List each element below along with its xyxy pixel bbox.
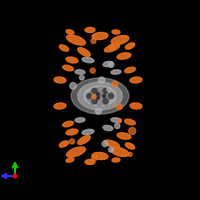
Ellipse shape — [63, 121, 73, 127]
Ellipse shape — [84, 86, 116, 106]
Ellipse shape — [78, 82, 122, 110]
Ellipse shape — [109, 147, 113, 152]
Ellipse shape — [102, 95, 106, 98]
Ellipse shape — [112, 30, 120, 34]
Ellipse shape — [109, 62, 114, 67]
Ellipse shape — [100, 89, 112, 96]
Ellipse shape — [79, 75, 84, 80]
Ellipse shape — [92, 99, 97, 104]
Ellipse shape — [104, 140, 120, 148]
Ellipse shape — [112, 81, 118, 87]
Ellipse shape — [96, 95, 104, 107]
Ellipse shape — [92, 32, 108, 40]
Ellipse shape — [66, 57, 78, 63]
Ellipse shape — [89, 89, 111, 103]
Ellipse shape — [13, 174, 17, 178]
Ellipse shape — [96, 93, 100, 96]
Ellipse shape — [87, 91, 97, 101]
Ellipse shape — [118, 119, 122, 123]
Ellipse shape — [94, 87, 106, 95]
Ellipse shape — [66, 30, 74, 34]
Ellipse shape — [90, 68, 95, 73]
Ellipse shape — [66, 158, 74, 162]
Ellipse shape — [104, 44, 120, 52]
Ellipse shape — [129, 127, 136, 134]
Ellipse shape — [103, 99, 108, 104]
Ellipse shape — [107, 88, 111, 92]
Ellipse shape — [71, 78, 129, 114]
Ellipse shape — [54, 103, 66, 109]
Ellipse shape — [78, 48, 90, 56]
Ellipse shape — [75, 118, 85, 122]
Ellipse shape — [75, 70, 85, 74]
Ellipse shape — [125, 119, 135, 125]
Ellipse shape — [111, 35, 129, 45]
Ellipse shape — [102, 141, 108, 147]
Ellipse shape — [103, 125, 113, 131]
Ellipse shape — [69, 139, 75, 144]
Ellipse shape — [102, 92, 114, 99]
Ellipse shape — [92, 88, 97, 93]
Ellipse shape — [59, 45, 69, 51]
Ellipse shape — [95, 108, 101, 114]
Ellipse shape — [63, 65, 73, 71]
Ellipse shape — [128, 152, 132, 156]
Ellipse shape — [111, 70, 121, 74]
Ellipse shape — [82, 57, 94, 63]
Ellipse shape — [102, 93, 109, 105]
Ellipse shape — [59, 141, 69, 147]
Ellipse shape — [82, 129, 94, 135]
Ellipse shape — [54, 77, 66, 83]
Ellipse shape — [130, 103, 142, 109]
Ellipse shape — [115, 123, 120, 129]
Ellipse shape — [86, 94, 92, 98]
Ellipse shape — [125, 43, 135, 49]
Ellipse shape — [91, 38, 96, 43]
Ellipse shape — [103, 61, 113, 67]
Ellipse shape — [89, 88, 99, 97]
Ellipse shape — [92, 152, 108, 160]
Ellipse shape — [99, 77, 105, 83]
Ellipse shape — [70, 83, 76, 89]
Ellipse shape — [109, 44, 115, 50]
Ellipse shape — [67, 147, 85, 157]
Ellipse shape — [78, 136, 90, 144]
Ellipse shape — [117, 53, 131, 59]
Ellipse shape — [85, 160, 95, 164]
Ellipse shape — [111, 147, 129, 157]
Ellipse shape — [85, 27, 95, 32]
Ellipse shape — [125, 67, 135, 73]
Ellipse shape — [109, 94, 114, 98]
Ellipse shape — [117, 133, 131, 139]
Ellipse shape — [116, 104, 122, 110]
Ellipse shape — [130, 77, 142, 83]
Ellipse shape — [90, 94, 98, 105]
Ellipse shape — [103, 88, 108, 93]
Ellipse shape — [96, 96, 100, 99]
Ellipse shape — [125, 143, 135, 149]
Ellipse shape — [67, 35, 85, 45]
Ellipse shape — [112, 158, 120, 162]
Ellipse shape — [92, 155, 98, 161]
Ellipse shape — [111, 118, 121, 122]
Ellipse shape — [66, 129, 78, 135]
Ellipse shape — [92, 95, 96, 99]
